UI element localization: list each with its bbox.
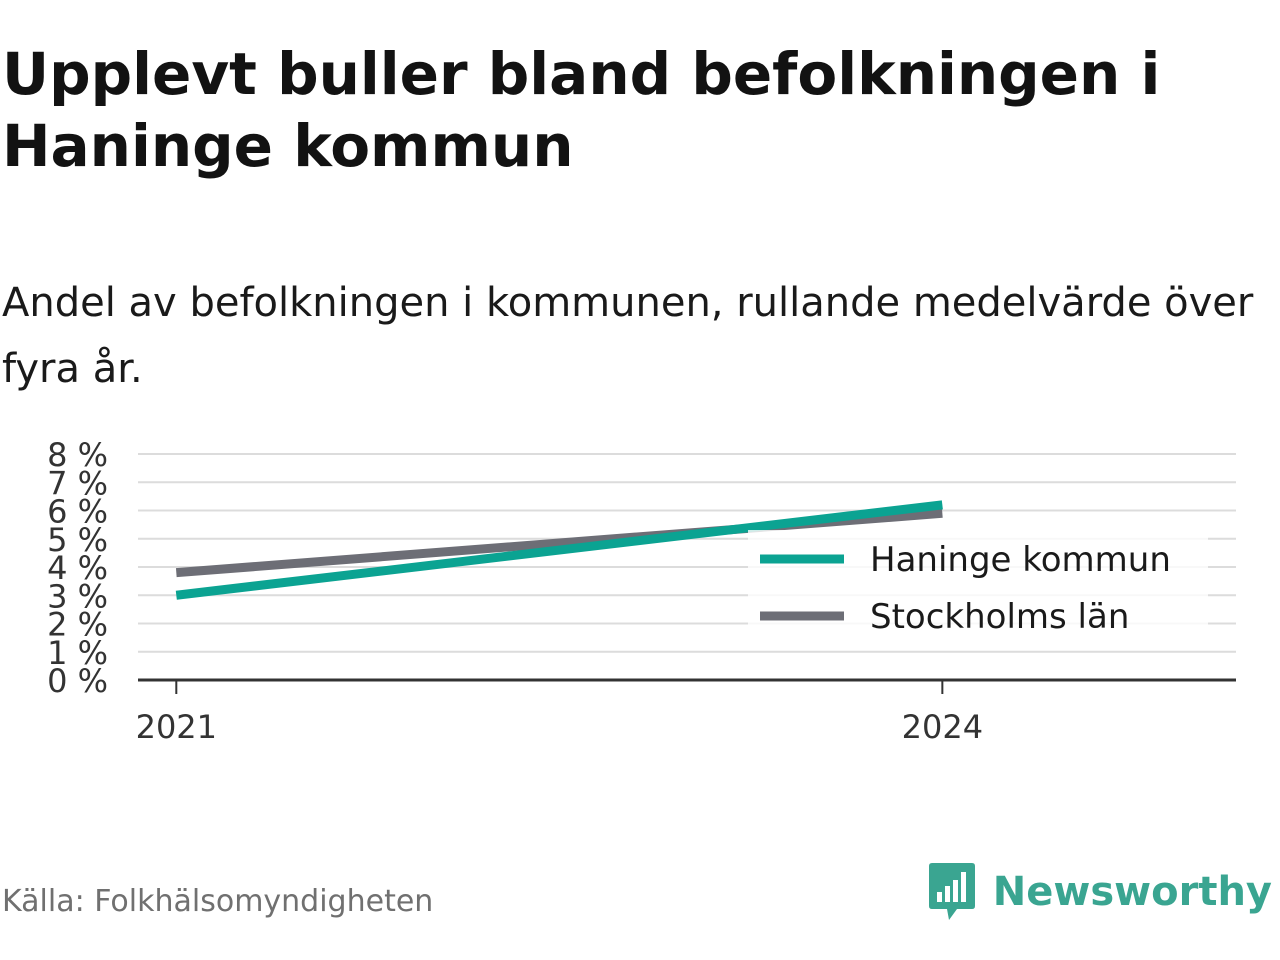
y-tick-label: 0 % bbox=[47, 662, 108, 700]
brand-logo: Newsworthy bbox=[927, 862, 1272, 922]
y-tick-label: 7 % bbox=[47, 464, 108, 502]
chart-title: Upplevt buller bland befolkningen i Hani… bbox=[2, 40, 1161, 180]
y-tick-label: 5 % bbox=[47, 521, 108, 559]
brand-name: Newsworthy bbox=[992, 869, 1272, 915]
series-line bbox=[175, 500, 943, 600]
legend-label: Haninge kommun bbox=[870, 540, 1171, 580]
y-tick-label: 4 % bbox=[47, 549, 108, 587]
source-note: Källa: Folkhälsomyndigheten bbox=[2, 884, 434, 919]
x-axis-ticks: 2021 2024 bbox=[136, 680, 983, 746]
y-axis-ticks: 0 %1 %2 %3 %4 %5 %6 %7 %8 % bbox=[47, 436, 108, 700]
line-chart: 0 %1 %2 %3 %4 %5 %6 %7 %8 % 2021 2024 Han… bbox=[47, 436, 1236, 746]
legend-background bbox=[748, 530, 1208, 650]
x-tick-label: 2021 bbox=[136, 708, 217, 746]
legend: Haninge kommun Stockholms län bbox=[748, 530, 1208, 650]
series-lines bbox=[175, 500, 943, 600]
y-tick-label: 2 % bbox=[47, 606, 108, 644]
y-tick-label: 8 % bbox=[47, 436, 108, 474]
x-tick-label: 2024 bbox=[902, 708, 983, 746]
chart-subtitle: Andel av befolkningen i kommunen, rullan… bbox=[2, 280, 1254, 392]
y-tick-label: 3 % bbox=[47, 577, 108, 615]
legend-label: Stockholms län bbox=[870, 597, 1129, 637]
y-tick-label: 1 % bbox=[47, 634, 108, 672]
newsworthy-logo-icon bbox=[928, 863, 975, 920]
y-tick-label: 6 % bbox=[47, 493, 108, 531]
